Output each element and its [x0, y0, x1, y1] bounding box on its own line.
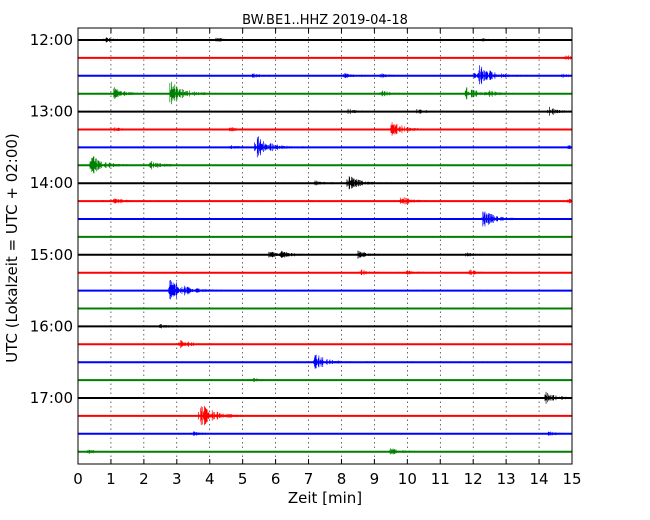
- x-tick-label: 4: [205, 470, 215, 488]
- x-tick-label: 15: [562, 470, 581, 488]
- y-axis-label: UTC (Lokalzeit = UTC + 02:00): [3, 133, 21, 363]
- x-tick-label: 13: [497, 470, 516, 488]
- x-tick-label: 12: [464, 470, 483, 488]
- x-tick-label: 0: [73, 470, 83, 488]
- x-tick-label: 6: [271, 470, 281, 488]
- plot-frame: [77, 27, 573, 465]
- y-tick-label: 13:00: [30, 103, 73, 121]
- x-tick-label: 3: [172, 470, 182, 488]
- y-tick-label: 16:00: [30, 317, 73, 335]
- y-tick-label: 14:00: [30, 174, 73, 192]
- y-tick-label: 12:00: [30, 31, 73, 49]
- y-axis-ticks: 12:00 13:00 14:00 15:00 16:00 17:00: [30, 31, 572, 407]
- x-tick-label: 7: [304, 470, 314, 488]
- x-axis-label: Zeit [min]: [288, 489, 362, 507]
- x-tick-label: 5: [238, 470, 248, 488]
- x-tick-label: 11: [431, 470, 450, 488]
- x-tick-label: 9: [370, 470, 380, 488]
- trace-12:30: [77, 65, 573, 85]
- x-tick-label: 1: [106, 470, 116, 488]
- chart-title: BW.BE1..HHZ 2019-04-18: [242, 13, 408, 28]
- y-tick-label: 17:00: [30, 389, 73, 407]
- x-tick-label: 10: [398, 470, 417, 488]
- y-tick-label: 15:00: [30, 246, 73, 264]
- traces: [77, 37, 573, 455]
- x-tick-label: 2: [139, 470, 149, 488]
- grid: [110, 28, 540, 464]
- x-tick-label: 8: [337, 470, 347, 488]
- x-tick-label: 14: [530, 470, 549, 488]
- x-axis-ticks: 0 1 2 3 4 5 6 7 8 9 10 11 12 13 14 15: [73, 28, 582, 488]
